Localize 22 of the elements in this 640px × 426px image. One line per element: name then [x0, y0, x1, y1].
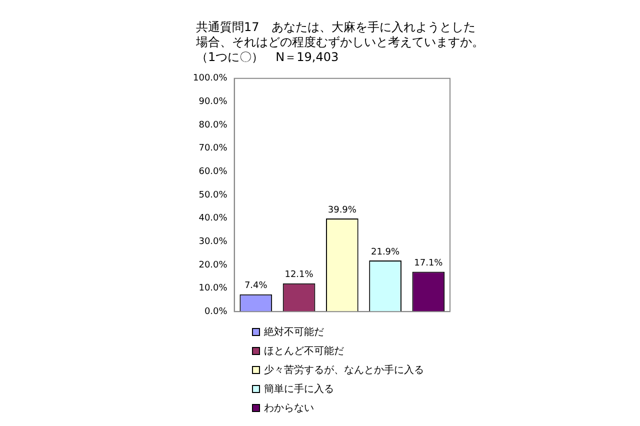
text: 39.9% — [328, 205, 356, 216]
text: 7.4% — [244, 281, 268, 292]
y-tick-label: 40.0% — [198, 214, 228, 224]
legend-label: ほとんど不可能だ — [264, 344, 344, 358]
text: 21.9% — [371, 247, 400, 258]
legend-label: 簡単に手に入る — [264, 382, 334, 396]
y-tick-label: 60.0% — [198, 167, 228, 178]
y-tick-label: 20.0% — [198, 260, 228, 270]
y-tick-label: 50.0% — [198, 190, 228, 200]
y-tick-label: 10.0% — [198, 284, 228, 294]
y-tick-label: 30.0% — [198, 236, 228, 247]
text: 12.1% — [284, 270, 314, 280]
y-tick-label: 80.0% — [198, 120, 228, 130]
y-tick-label: 0.0% — [204, 306, 228, 317]
text: 17.1% — [414, 258, 443, 269]
legend-label: 少々苦労するが、なんとか手に入る — [264, 364, 424, 376]
y-tick-label: 90.0% — [198, 97, 228, 108]
legend-label: 絶対不可能だ — [264, 326, 324, 338]
chart-title: 共通質問17 あなたは、大麻を手に入れようとした場合、それはどの程度むずかしいと考えていますか。（1つに〇） N＝19,403 — [196, 20, 485, 65]
y-tick-label: 100.0% — [192, 74, 228, 84]
legend-label: わからない — [264, 402, 314, 414]
y-tick-label: 70.0% — [198, 144, 228, 154]
